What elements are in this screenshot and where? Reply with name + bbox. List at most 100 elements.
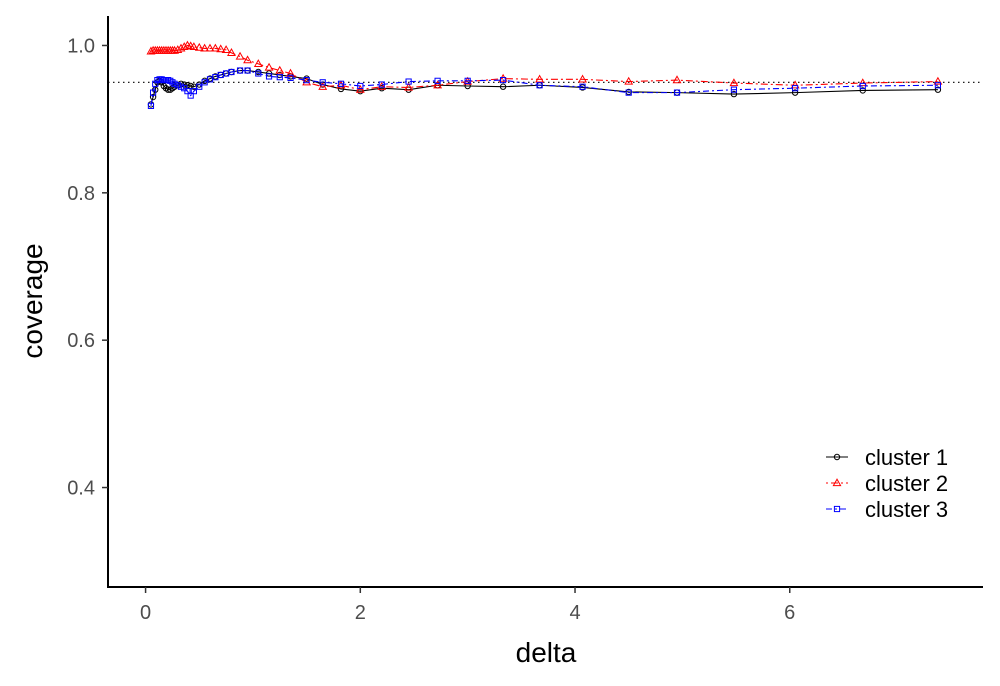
data-point (859, 82, 866, 90)
legend-item: cluster 3 (826, 497, 948, 522)
y-tick-label: 0.4 (67, 478, 95, 500)
data-point (173, 45, 183, 53)
data-point (672, 75, 682, 84)
data-point (221, 45, 231, 53)
series-line (150, 44, 938, 91)
legend-key-marker (833, 505, 841, 513)
data-point (176, 43, 186, 52)
data-point (499, 76, 507, 84)
data-point (792, 85, 799, 92)
data-point (235, 51, 245, 60)
legend-label: cluster 1 (865, 445, 948, 470)
data-point (730, 86, 738, 93)
data-point (357, 82, 364, 90)
data-point (255, 70, 262, 77)
data-point (405, 78, 412, 85)
data-point (174, 82, 181, 89)
data-point (377, 81, 387, 90)
data-point (171, 80, 178, 87)
data-point (433, 80, 443, 89)
x-tick-label: 2 (355, 602, 366, 624)
data-point (434, 77, 441, 84)
data-point (934, 86, 942, 93)
plot-area (108, 40, 983, 109)
axes (107, 16, 983, 588)
data-point (319, 79, 326, 86)
data-point (210, 43, 220, 52)
data-point (302, 77, 312, 86)
data-point (194, 42, 204, 51)
data-point (179, 42, 189, 51)
data-point (286, 68, 295, 77)
x-tick-label: 0 (140, 602, 151, 624)
data-point (265, 73, 273, 80)
data-point (244, 67, 251, 74)
data-point (147, 102, 155, 109)
legend-label: cluster 2 (865, 471, 948, 496)
data-point (149, 89, 157, 96)
data-point (189, 42, 199, 51)
data-point (190, 88, 197, 95)
y-tick-label: 0.6 (67, 330, 95, 352)
y-axis-title: coverage (17, 243, 48, 358)
data-point (243, 55, 253, 64)
legend-item: cluster 1 (826, 445, 948, 470)
data-point (187, 92, 194, 99)
data-point (275, 65, 285, 74)
legend-key-marker (833, 453, 841, 461)
data-point (933, 76, 943, 85)
legend-item: cluster 2 (826, 471, 948, 496)
data-point (216, 44, 226, 53)
data-point (318, 81, 328, 90)
legend-key-marker (832, 478, 842, 487)
data-point (227, 48, 236, 56)
ticks: 0 2 4 6 0.4 0.6 0.8 1.0 (67, 35, 795, 624)
data-point (187, 82, 194, 90)
data-point (730, 90, 738, 98)
data-point (200, 43, 210, 52)
data-point (464, 77, 471, 84)
legend-label: cluster 3 (865, 497, 948, 522)
data-point (498, 73, 508, 82)
data-point (164, 86, 172, 93)
data-point (196, 83, 203, 90)
data-point (791, 89, 799, 96)
data-point (149, 93, 157, 101)
data-point (378, 81, 385, 88)
y-tick-label: 1.0 (67, 35, 95, 57)
data-point (859, 87, 866, 94)
data-point (625, 89, 632, 96)
data-point (337, 80, 345, 87)
data-point (578, 74, 587, 83)
data-point (170, 45, 180, 54)
data-point (287, 74, 294, 81)
data-point (184, 88, 191, 95)
series-cluster-2 (146, 40, 943, 93)
data-point (264, 62, 274, 71)
x-tick-label: 4 (569, 602, 580, 624)
data-point (205, 43, 215, 52)
data-point (253, 59, 263, 67)
data-point (404, 82, 414, 91)
data-point (303, 76, 310, 84)
x-tick-label: 6 (784, 602, 795, 624)
y-tick-label: 0.8 (67, 183, 95, 205)
data-point (673, 89, 681, 96)
data-point (228, 68, 235, 76)
data-point (276, 74, 283, 81)
data-point (536, 82, 543, 89)
x-axis-title: delta (516, 637, 577, 668)
data-point (624, 76, 634, 85)
data-point (236, 67, 244, 74)
data-point (579, 83, 586, 90)
data-point (790, 80, 800, 89)
data-point (934, 82, 942, 89)
data-point (729, 78, 739, 87)
data-point (499, 83, 507, 90)
data-point (535, 74, 545, 83)
data-point (177, 83, 185, 90)
series-cluster-3 (147, 67, 942, 109)
data-point (336, 80, 346, 89)
